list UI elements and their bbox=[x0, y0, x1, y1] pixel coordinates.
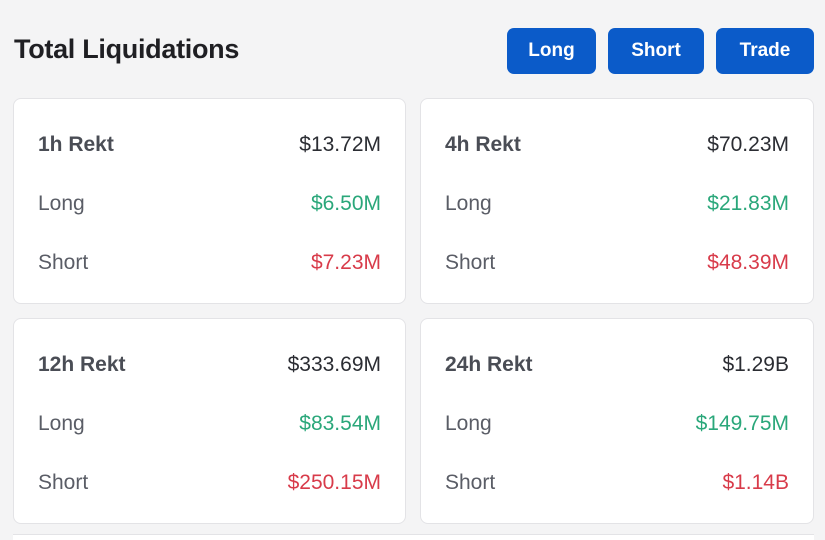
short-value: $7.23M bbox=[310, 251, 381, 274]
long-label: Long bbox=[445, 412, 492, 435]
long-row: Long $21.83M bbox=[445, 189, 789, 219]
long-row: Long $83.54M bbox=[38, 409, 381, 439]
short-row: Short $7.23M bbox=[38, 248, 381, 278]
page-title: Total Liquidations bbox=[14, 34, 240, 64]
total-value: $70.23M bbox=[707, 133, 789, 156]
short-label: Short bbox=[445, 251, 496, 274]
total-row: 4h Rekt $70.23M bbox=[445, 130, 789, 160]
short-row: Short $48.39M bbox=[445, 248, 789, 278]
short-row: Short $250.15M bbox=[38, 468, 381, 498]
total-row: 24h Rekt $1.29B bbox=[445, 350, 789, 380]
period-label: 24h Rekt bbox=[445, 353, 533, 376]
total-row: 12h Rekt $333.69M bbox=[38, 350, 381, 380]
short-row: Short $1.14B bbox=[445, 468, 789, 498]
card-24h: 24h Rekt $1.29B Long $149.75M Short $1.1… bbox=[420, 318, 814, 524]
short-label: Short bbox=[38, 471, 89, 494]
short-label: Short bbox=[38, 251, 89, 274]
header: Total Liquidations Long Short Trade bbox=[0, 0, 825, 96]
short-label: Short bbox=[445, 471, 496, 494]
total-value: $1.29B bbox=[722, 353, 789, 376]
total-value: $333.69M bbox=[287, 353, 381, 376]
short-value: $250.15M bbox=[287, 471, 381, 494]
long-value: $149.75M bbox=[695, 412, 789, 435]
short-button[interactable]: Short bbox=[608, 28, 704, 74]
long-label: Long bbox=[38, 192, 85, 215]
total-row: 1h Rekt $13.72M bbox=[38, 130, 381, 160]
long-label: Long bbox=[445, 192, 492, 215]
card-4h: 4h Rekt $70.23M Long $21.83M Short $48.3… bbox=[420, 98, 814, 304]
period-label: 1h Rekt bbox=[38, 133, 114, 156]
short-value: $1.14B bbox=[722, 471, 789, 494]
card-12h: 12h Rekt $333.69M Long $83.54M Short $25… bbox=[13, 318, 406, 524]
long-value: $6.50M bbox=[310, 192, 381, 215]
period-label: 4h Rekt bbox=[445, 133, 521, 156]
trade-button[interactable]: Trade bbox=[716, 28, 814, 74]
long-value: $83.54M bbox=[299, 412, 381, 435]
long-button[interactable]: Long bbox=[507, 28, 596, 74]
next-card-edge bbox=[13, 534, 814, 540]
card-1h: 1h Rekt $13.72M Long $6.50M Short $7.23M bbox=[13, 98, 406, 304]
short-value: $48.39M bbox=[707, 251, 789, 274]
long-value: $21.83M bbox=[707, 192, 789, 215]
long-row: Long $149.75M bbox=[445, 409, 789, 439]
total-value: $13.72M bbox=[299, 133, 381, 156]
period-label: 12h Rekt bbox=[38, 353, 126, 376]
long-label: Long bbox=[38, 412, 85, 435]
long-row: Long $6.50M bbox=[38, 189, 381, 219]
